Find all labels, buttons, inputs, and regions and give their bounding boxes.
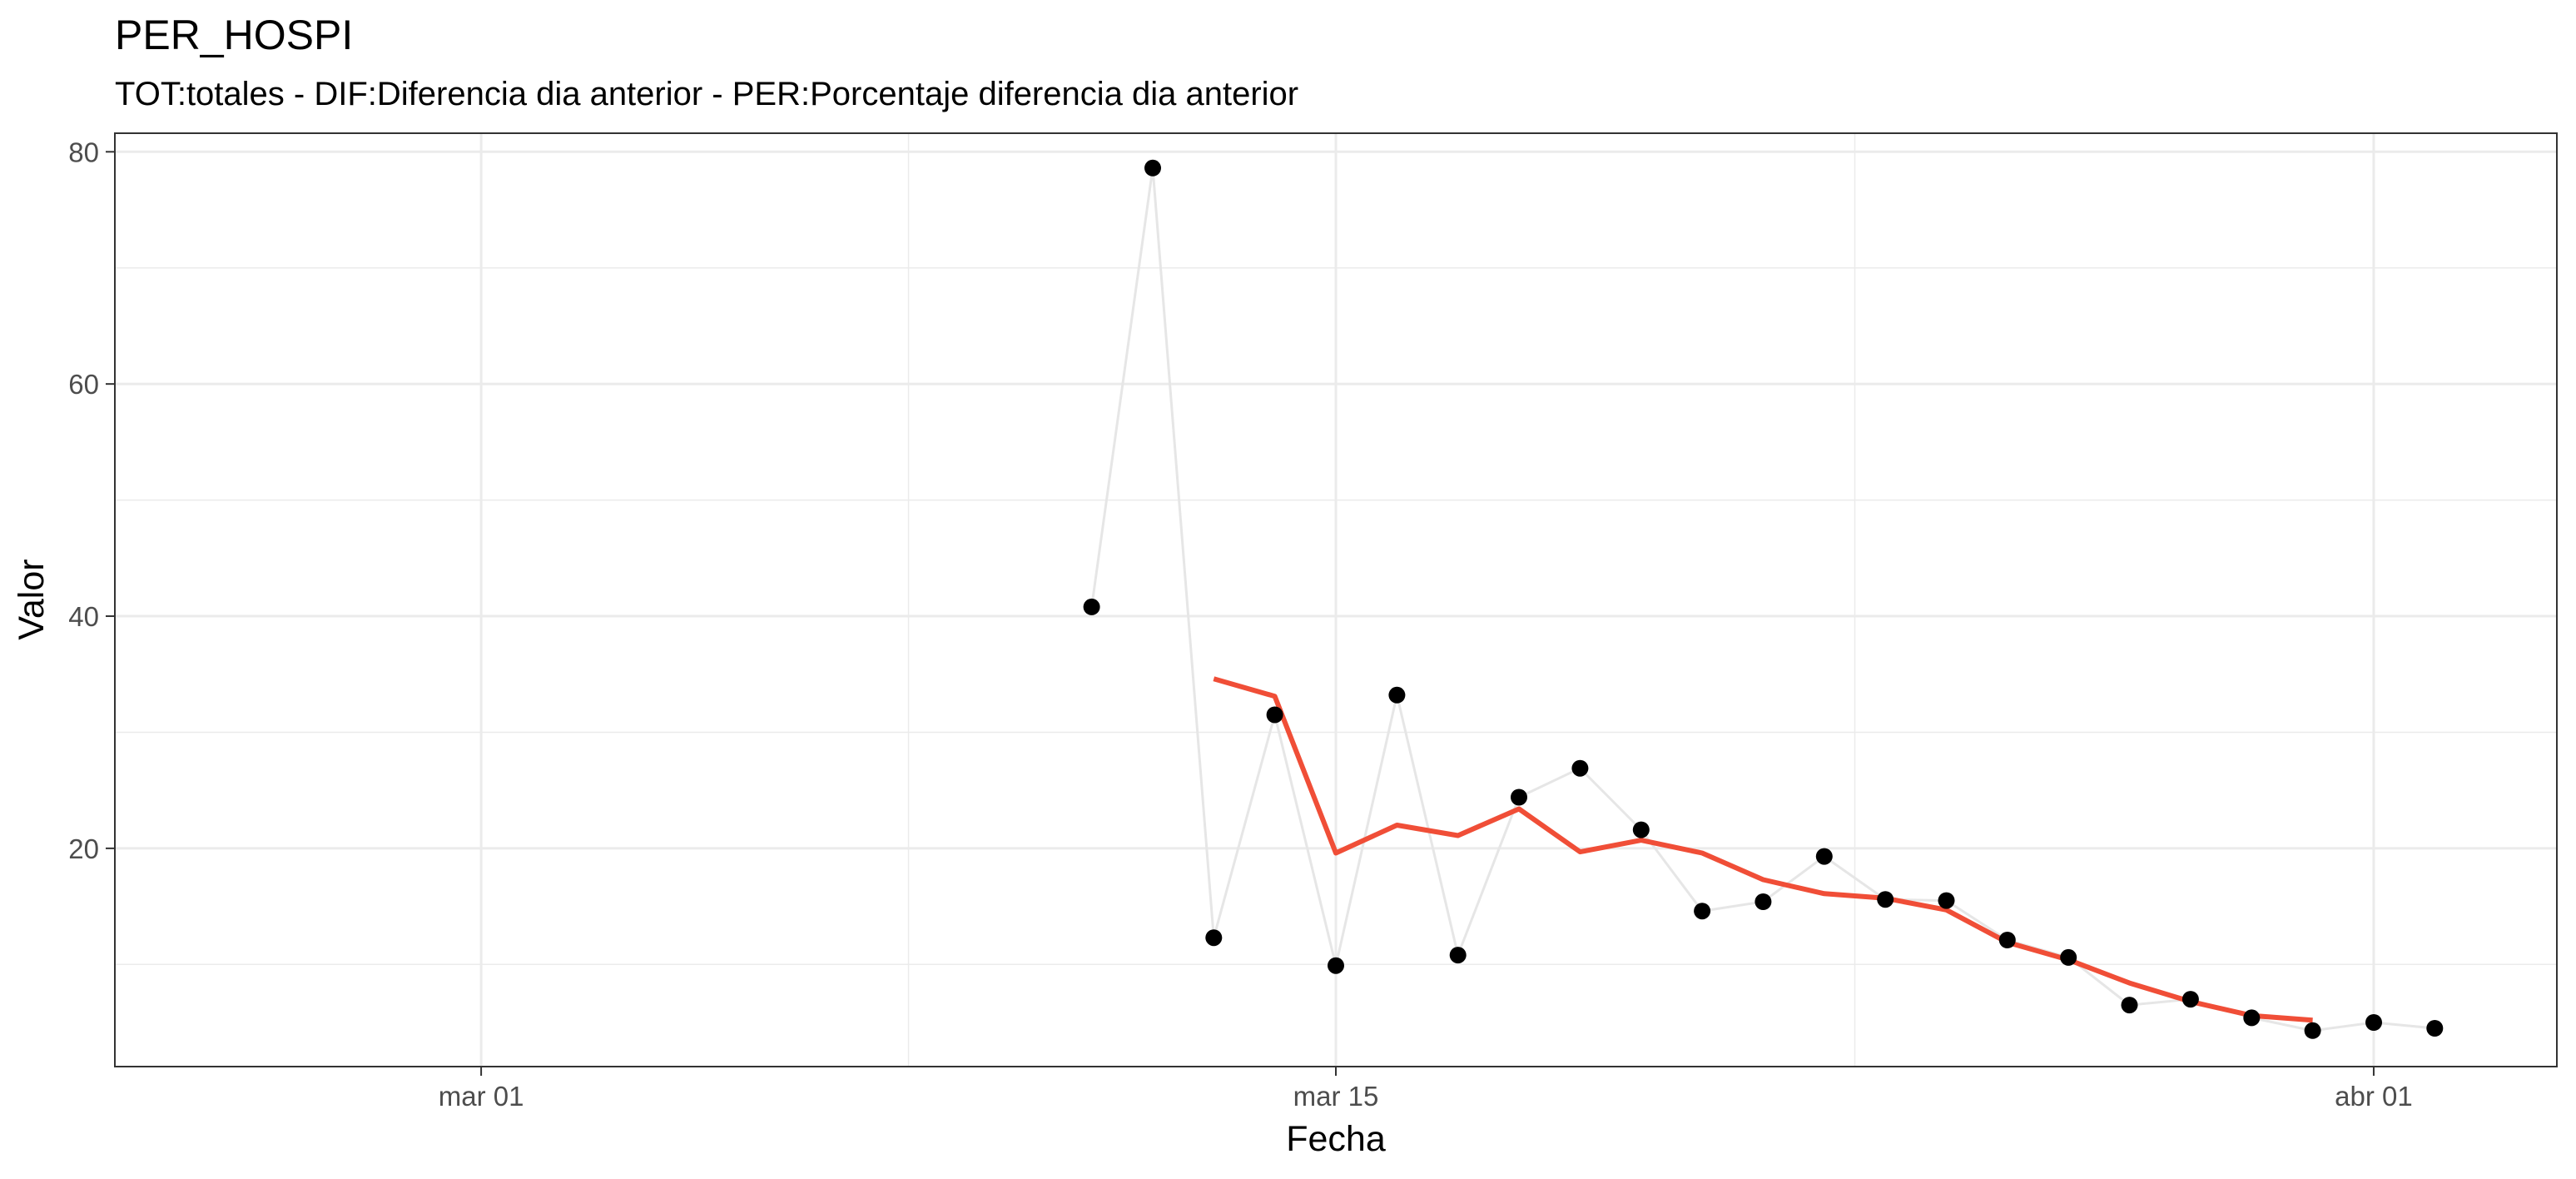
chart-subtitle: TOT:totales - DIF:Diferencia dia anterio… (115, 76, 1298, 112)
data-point (1266, 706, 1283, 724)
data-point (1632, 821, 1650, 838)
x-tick-label: abr 01 (2335, 1081, 2413, 1112)
smoothed-series-layer (1213, 676, 2313, 1023)
x-axis: mar 01 mar 15 abr 01 (439, 1067, 2413, 1112)
data-point (1755, 893, 1772, 910)
data-point (1144, 159, 1161, 177)
data-point (2426, 1020, 2444, 1037)
data-point (1694, 903, 1711, 920)
data-point (2243, 1009, 2261, 1027)
data-point (2121, 997, 2138, 1014)
smoothed-series-line (1213, 676, 2313, 1023)
data-point (1328, 957, 1344, 974)
x-tick-label: mar 01 (439, 1081, 524, 1112)
data-point (2181, 991, 2199, 1008)
data-point (1388, 686, 1406, 704)
data-point (1815, 848, 1833, 865)
data-point (1083, 598, 1100, 615)
y-tick-label: 20 (68, 833, 99, 864)
data-point (2304, 1022, 2321, 1039)
data-point (1998, 932, 2016, 948)
x-axis-label: Fecha (1286, 1119, 1386, 1159)
x-tick-label: mar 15 (1293, 1081, 1379, 1112)
data-point (1449, 947, 1467, 964)
y-axis: 20 40 60 80 (68, 137, 115, 864)
y-tick-label: 60 (68, 369, 99, 400)
y-axis-label: Valor (12, 559, 52, 639)
data-point (2365, 1014, 2382, 1031)
data-point (2060, 948, 2077, 966)
chart-title: PER_HOSPI (115, 12, 353, 58)
points-layer (1083, 159, 2444, 1039)
data-point (1205, 929, 1223, 947)
major-gridlines (115, 133, 2557, 1067)
data-point (1571, 759, 1589, 777)
data-point (1511, 788, 1527, 806)
data-point (1938, 892, 1955, 909)
y-tick-label: 40 (68, 601, 99, 632)
y-tick-label: 80 (68, 137, 99, 167)
data-point (1877, 891, 1894, 908)
